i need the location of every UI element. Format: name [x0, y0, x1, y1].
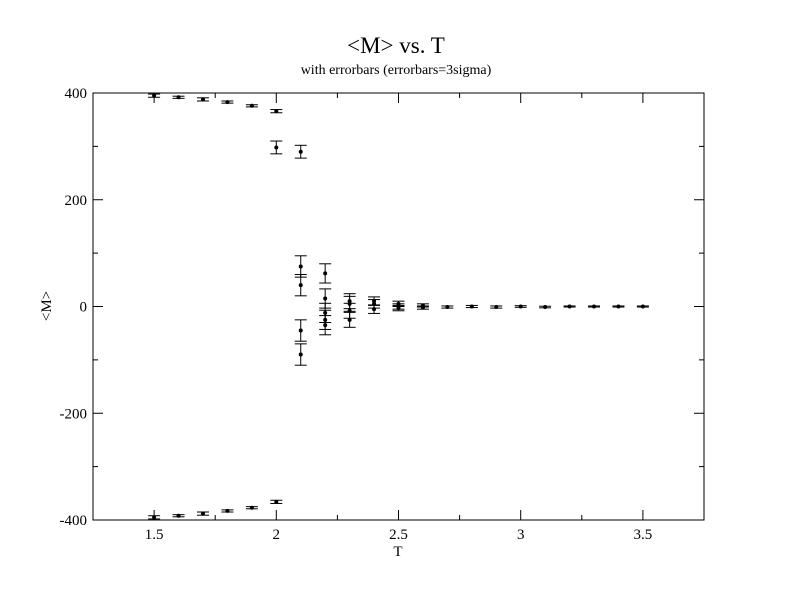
data-point-group — [465, 304, 478, 309]
data-point-group — [539, 305, 552, 310]
data-point — [567, 304, 572, 309]
data-point — [347, 308, 352, 313]
y-tick-label: 400 — [65, 86, 88, 102]
data-point — [323, 323, 328, 328]
data-point-group — [172, 513, 185, 518]
y-tick-label: -200 — [60, 406, 88, 422]
data-point-group — [319, 315, 332, 336]
data-point-group — [319, 263, 332, 284]
data-point — [176, 513, 181, 518]
chart-subtitle: with errorbars (errorbars=3sigma) — [300, 63, 492, 78]
data-point — [372, 307, 377, 312]
data-point-group — [441, 305, 454, 310]
data-point-group — [221, 508, 234, 513]
data-point-group — [270, 140, 283, 155]
data-point — [298, 328, 303, 333]
data-point — [347, 317, 352, 322]
data-point-group — [196, 511, 209, 516]
data-point-group — [245, 103, 258, 108]
data-point — [469, 304, 474, 309]
data-point-group — [514, 304, 527, 309]
data-point-group — [294, 273, 307, 297]
data-series — [148, 93, 649, 520]
data-point — [323, 271, 328, 276]
data-point-group — [245, 505, 258, 510]
data-point-group — [416, 305, 429, 310]
data-point — [616, 304, 621, 309]
data-point — [225, 508, 230, 513]
data-point-group — [636, 304, 649, 309]
data-point-group — [294, 319, 307, 342]
data-point — [249, 103, 254, 108]
y-axis-label: <M> — [39, 291, 55, 321]
data-point — [518, 304, 523, 309]
data-point — [396, 306, 401, 311]
data-point-group — [270, 499, 283, 504]
data-point — [249, 505, 254, 510]
y-axis-ticks: -400 -200 0 200 400 — [60, 86, 704, 529]
data-point — [274, 145, 279, 150]
data-point-group — [490, 305, 503, 310]
data-point-group — [612, 304, 625, 309]
data-point — [200, 97, 205, 102]
x-tick-label: 2 — [273, 527, 281, 543]
data-point — [298, 283, 303, 288]
data-point — [445, 305, 450, 310]
x-tick-label: 2.5 — [389, 527, 408, 543]
data-point-group — [148, 93, 161, 98]
data-point — [592, 304, 597, 309]
data-point — [176, 95, 181, 100]
data-point-group — [294, 343, 307, 366]
data-point-group — [368, 304, 381, 314]
x-axis-label: T — [393, 544, 402, 560]
data-point — [152, 515, 157, 520]
data-point — [298, 149, 303, 154]
data-point — [323, 296, 328, 301]
x-tick-label: 1.5 — [145, 527, 164, 543]
data-point-group — [196, 97, 209, 102]
x-tick-label: 3 — [517, 527, 525, 543]
data-point-group — [588, 304, 601, 309]
y-tick-label: 0 — [80, 300, 88, 316]
data-point — [420, 305, 425, 310]
data-point — [225, 100, 230, 105]
y-tick-label: -400 — [60, 513, 88, 529]
chart-title: <M> vs. T — [347, 33, 445, 58]
data-point — [152, 93, 157, 98]
data-point — [298, 352, 303, 357]
data-point-group — [270, 109, 283, 114]
x-tick-label: 3.5 — [634, 527, 653, 543]
data-point — [298, 264, 303, 269]
data-point-group — [563, 304, 576, 309]
data-point — [640, 304, 645, 309]
data-point — [200, 511, 205, 516]
data-point — [274, 499, 279, 504]
data-point-group — [148, 515, 161, 520]
data-point — [274, 109, 279, 114]
data-point — [494, 305, 499, 310]
data-point-group — [294, 255, 307, 278]
x-axis-ticks: 1.5 2 2.5 3 3.5 — [92, 93, 705, 543]
data-point — [543, 305, 548, 310]
data-point-group — [221, 100, 234, 105]
y-tick-label: 200 — [65, 193, 88, 209]
data-point-group — [392, 304, 405, 312]
data-point-group — [343, 311, 356, 328]
data-point-group — [294, 144, 307, 159]
data-point-group — [172, 95, 185, 100]
